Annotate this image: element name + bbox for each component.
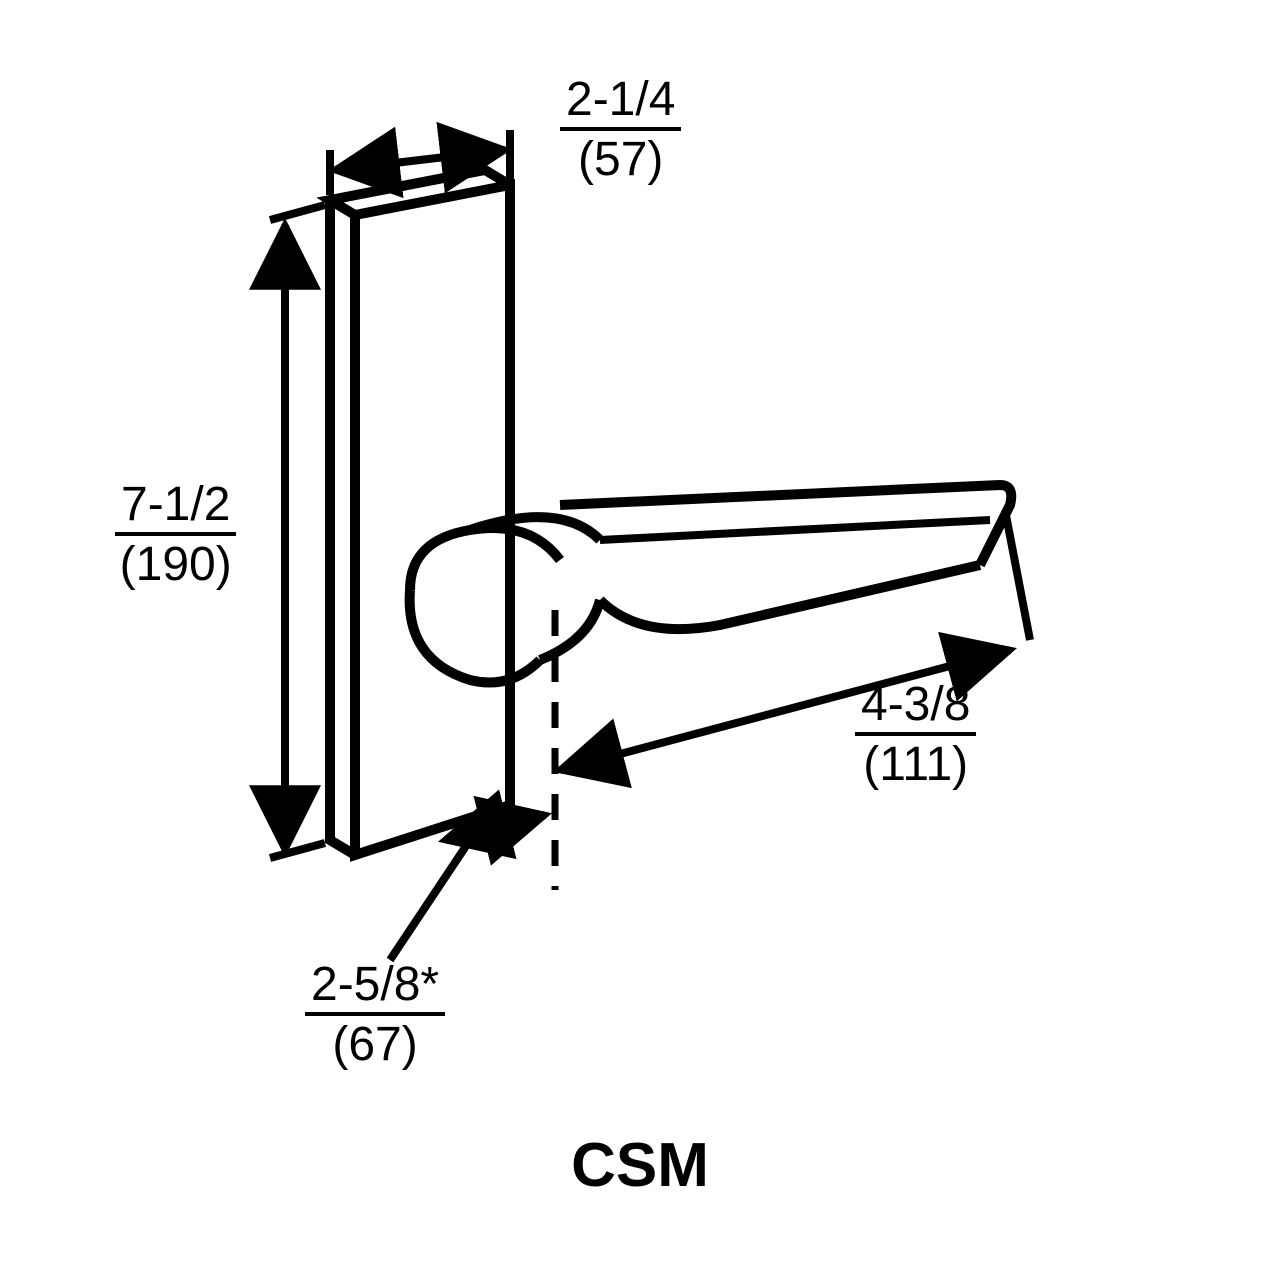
dim-label-width: 2-1/4 (57) xyxy=(560,75,681,186)
dim-width-metric: (57) xyxy=(560,131,681,185)
drawing-svg xyxy=(0,0,1280,1280)
diagram-title: CSM xyxy=(0,1130,1280,1201)
leader-backset xyxy=(390,840,470,960)
dim-height-imperial: 7-1/2 xyxy=(115,480,236,536)
lever-inner xyxy=(600,520,990,540)
dim-handle-imperial: 4-3/8 xyxy=(855,680,976,736)
dim-backset-metric: (67) xyxy=(305,1016,445,1070)
dim-label-height: 7-1/2 (190) xyxy=(115,480,236,591)
dim-backset-imperial: 2-5/8* xyxy=(305,960,445,1016)
handle-neck-bottom xyxy=(540,600,600,660)
dim-height-metric: (190) xyxy=(115,536,236,590)
lever-bottom xyxy=(600,565,980,629)
diagram-stage: 2-1/4 (57) 7-1/2 (190) 4-3/8 (111) 2-5/8… xyxy=(0,0,1280,1280)
dim-label-handle: 4-3/8 (111) xyxy=(855,680,976,791)
dim-label-backset: 2-5/8* (67) xyxy=(305,960,445,1071)
handle-hub-bottom xyxy=(410,590,540,683)
dim-width-imperial: 2-1/4 xyxy=(560,75,681,131)
dim-handle-metric: (111) xyxy=(855,736,976,790)
handle-hub-top xyxy=(410,528,560,590)
